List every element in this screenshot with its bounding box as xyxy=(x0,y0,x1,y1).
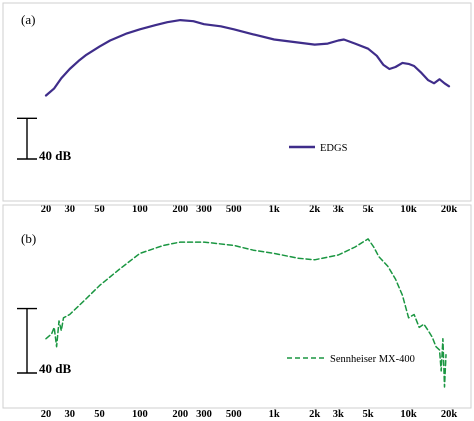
legend: EDGS xyxy=(289,143,348,154)
x-tick-label: 20 xyxy=(41,409,52,420)
scale-bar-label: 40 dB xyxy=(39,361,71,376)
x-tick-label: 1k xyxy=(269,409,280,420)
x-tick-label: 300 xyxy=(196,409,212,420)
x-tick-label: 1k xyxy=(269,204,280,215)
x-tick-label: 30 xyxy=(64,409,75,420)
x-tick-label: 2k xyxy=(309,409,320,420)
x-tick-label: 100 xyxy=(132,204,148,215)
x-tick-label: 50 xyxy=(94,409,105,420)
x-tick-label: 20k xyxy=(441,204,458,215)
panel-label: (b) xyxy=(21,231,36,246)
legend-label: Sennheiser MX-400 xyxy=(330,354,415,365)
x-tick-label: 3k xyxy=(333,409,344,420)
x-tick-label: 10k xyxy=(400,204,417,215)
series-line-sennheiser-mx-400 xyxy=(45,238,447,388)
x-tick-label: 5k xyxy=(363,409,374,420)
x-tick-label: 200 xyxy=(172,204,188,215)
x-tick-label: 500 xyxy=(226,204,242,215)
x-tick-label: 500 xyxy=(226,409,242,420)
x-tick-label: 10k xyxy=(400,409,417,420)
x-tick-labels: 20 30 50 100 200 300 500 1k 2k 3k 5k 10k 20k xyxy=(41,204,458,215)
scale-bar xyxy=(17,117,37,160)
panel-a: (a) 20 30 50 100 200 300 500 1k 2k 3k 5k 10k 20k 40 dB… xyxy=(2,2,472,215)
panel-frame xyxy=(2,2,472,202)
panel-b: (b) 20 30 50 100 200 300 500 1k 2k 3k 5k 10k 20k 40 dB… xyxy=(2,204,472,420)
x-tick-label: 50 xyxy=(94,204,105,215)
x-tick-label: 20 xyxy=(41,204,52,215)
scale-bar-label: 40 dB xyxy=(39,148,71,163)
scale-bar xyxy=(17,307,37,374)
x-tick-label: 3k xyxy=(333,204,344,215)
panel-frame xyxy=(2,204,472,409)
legend: Sennheiser MX-400 xyxy=(287,354,415,365)
x-tick-label: 2k xyxy=(309,204,320,215)
series-line-edgs xyxy=(44,19,451,97)
x-tick-labels: 20 30 50 100 200 300 500 1k 2k 3k 5k 10k 20k xyxy=(41,409,458,420)
x-tick-label: 100 xyxy=(132,409,148,420)
x-tick-label: 200 xyxy=(172,409,188,420)
x-tick-label: 5k xyxy=(363,204,374,215)
panel-label: (a) xyxy=(21,12,35,27)
x-tick-label: 30 xyxy=(64,204,75,215)
x-tick-label: 20k xyxy=(441,409,458,420)
x-tick-label: 300 xyxy=(196,204,212,215)
legend-label: EDGS xyxy=(320,143,348,154)
